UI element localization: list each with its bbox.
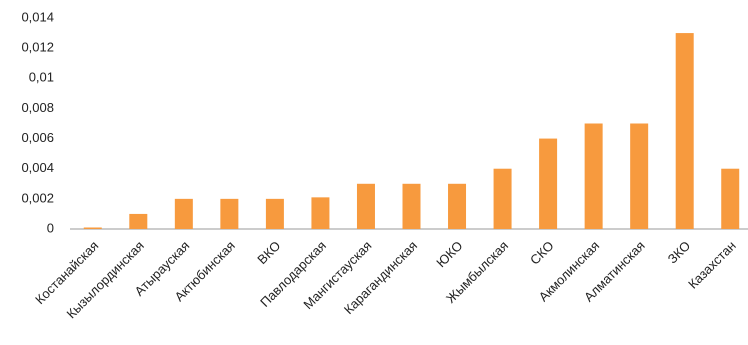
y-tick-label: 0,004 bbox=[21, 160, 54, 175]
y-tick-label: 0,014 bbox=[21, 9, 54, 24]
bar bbox=[220, 198, 239, 229]
bar bbox=[83, 227, 102, 229]
bar bbox=[356, 183, 375, 229]
x-tick-label: Кызылординская bbox=[63, 238, 146, 321]
y-tick-label: 0,002 bbox=[21, 190, 54, 205]
bar bbox=[493, 168, 512, 229]
bar bbox=[675, 33, 694, 230]
y-tick-label: 0,01 bbox=[29, 70, 54, 85]
bar bbox=[402, 183, 421, 229]
bar bbox=[630, 123, 649, 229]
y-tick-label: 0,008 bbox=[21, 100, 54, 115]
bar bbox=[721, 168, 740, 229]
bar bbox=[174, 198, 193, 229]
bar bbox=[448, 183, 467, 229]
x-tick-label: ЮКО bbox=[433, 238, 465, 270]
y-tick-label: 0 bbox=[47, 220, 54, 235]
bar bbox=[584, 123, 603, 229]
x-tick-label: ЗКО bbox=[665, 238, 694, 267]
x-tick-label: СКО bbox=[527, 238, 557, 268]
bar bbox=[265, 198, 284, 229]
y-tick-label: 0,006 bbox=[21, 130, 54, 145]
bar bbox=[129, 213, 148, 229]
x-tick-label: ВКО bbox=[254, 238, 283, 267]
bar bbox=[311, 197, 330, 229]
y-tick-label: 0,012 bbox=[21, 40, 54, 55]
x-tick-label: Казахстан bbox=[685, 238, 739, 292]
bar bbox=[539, 138, 558, 229]
